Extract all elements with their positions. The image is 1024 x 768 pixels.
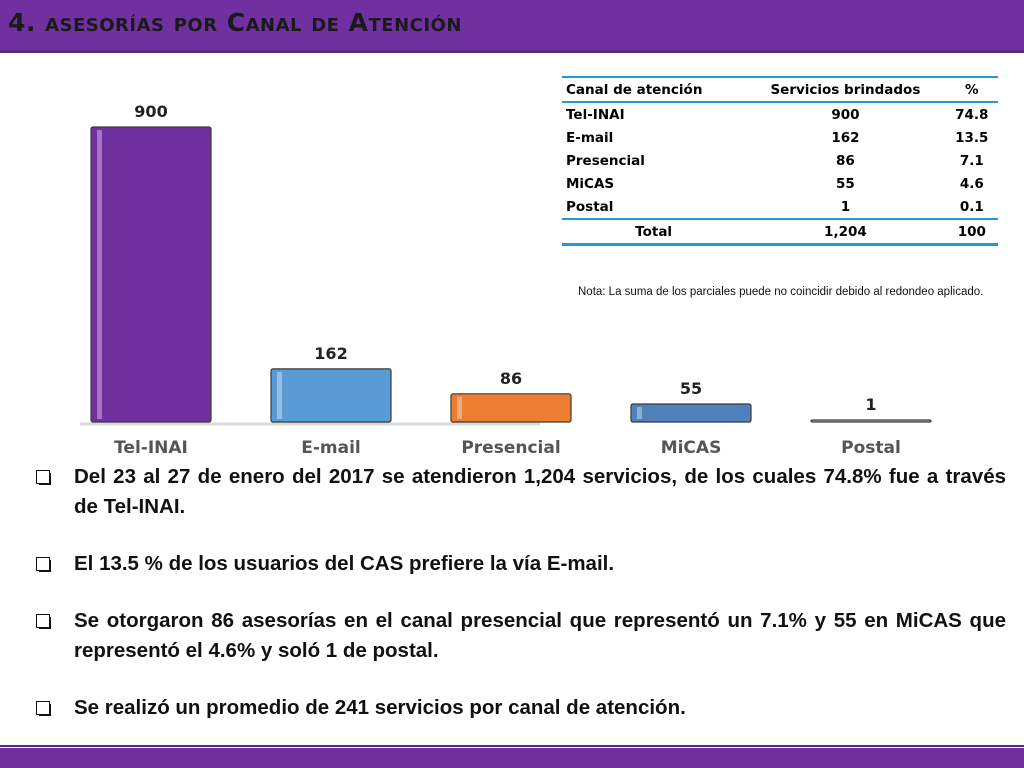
table-row: Postal 1 0.1	[562, 195, 998, 219]
category-label: Presencial	[461, 438, 560, 458]
category-label: Postal	[841, 438, 901, 458]
data-label: 1	[865, 395, 876, 414]
table-cell: 86	[836, 152, 855, 169]
bar-micas	[630, 403, 752, 423]
table-cell: 4.6	[959, 175, 984, 192]
bullet-text: El 13.5 % de los usuarios del CAS prefie…	[74, 552, 615, 575]
table-note: Nota: La suma de los parciales puede no …	[578, 286, 984, 298]
table-cell: Postal	[566, 198, 614, 215]
bar-highlight	[97, 130, 102, 419]
table-cell: 13.5	[955, 129, 989, 146]
data-label: 900	[134, 102, 167, 121]
bullet-item: El 13.5 % de los usuarios del CAS prefie…	[34, 549, 1006, 579]
checkbox-bullet-icon	[36, 470, 51, 485]
bar-highlight	[457, 396, 462, 419]
category-label: E-mail	[301, 438, 361, 458]
table-cell: Presencial	[566, 152, 645, 169]
page-title: 4. asesorías por Canal de Atención	[8, 8, 462, 37]
bullet-list: Del 23 al 27 de enero del 2017 se atendi…	[34, 462, 1006, 723]
table-header: Servicios brindados	[770, 81, 921, 98]
category-label: Tel-INAI	[114, 438, 188, 458]
services-table: Canal de atención Servicios brindados % …	[562, 76, 998, 246]
table-cell: Tel-INAI	[566, 106, 625, 123]
table-cell: MiCAS	[566, 175, 615, 192]
table-cell: 0.1	[959, 198, 984, 215]
table-cell: 100	[957, 223, 986, 240]
bar-tel-inai	[90, 126, 212, 423]
checkbox-bullet-icon	[36, 701, 51, 716]
table-header: %	[965, 81, 979, 98]
table-cell: 1,204	[824, 223, 867, 240]
table-cell: 55	[836, 175, 855, 192]
category-label: MiCAS	[661, 438, 722, 458]
title-bar: 4. asesorías por Canal de Atención	[0, 0, 1024, 50]
table-header: Canal de atención	[566, 81, 703, 98]
table-total-row: Total 1,204 100	[562, 219, 998, 245]
bullet-item: Se realizó un promedio de 241 servicios …	[34, 693, 1006, 723]
table-cell: 74.8	[955, 106, 989, 123]
table-header-row: Canal de atención Servicios brindados %	[562, 77, 998, 102]
table-cell: 162	[831, 129, 860, 146]
table-cell: 900	[831, 106, 860, 123]
footer-divider	[0, 745, 1024, 747]
footer-bar	[0, 748, 1024, 768]
table-cell: 7.1	[959, 152, 984, 169]
table-cell: E-mail	[566, 129, 614, 146]
data-label: 55	[680, 379, 702, 398]
data-label: 162	[314, 344, 347, 363]
bullet-text: Se otorgaron 86 asesorías en el canal pr…	[74, 609, 1006, 662]
bar-highlight	[637, 406, 642, 419]
table-row: Presencial 86 7.1	[562, 149, 998, 172]
bar-e-mail	[270, 368, 392, 423]
bullet-text: Se realizó un promedio de 241 servicios …	[74, 696, 686, 719]
data-label: 86	[500, 369, 522, 388]
title-divider	[0, 50, 1024, 53]
table-row: MiCAS 55 4.6	[562, 172, 998, 195]
checkbox-bullet-icon	[36, 614, 51, 629]
table-cell: 1	[840, 198, 851, 215]
bar-presencial	[450, 393, 572, 423]
bullet-item: Del 23 al 27 de enero del 2017 se atendi…	[34, 462, 1006, 522]
bar-postal	[810, 419, 932, 423]
table-row: E-mail 162 13.5	[562, 126, 998, 149]
table-row: Tel-INAI 900 74.8	[562, 102, 998, 126]
bar-highlight	[277, 371, 282, 419]
bar-chart: 900 Tel-INAI 162 E-mail 86 Presencial 55 MiCAS 1…	[80, 102, 932, 458]
bullet-text: Del 23 al 27 de enero del 2017 se atendi…	[74, 465, 1006, 518]
table-cell: Total	[635, 223, 673, 240]
checkbox-bullet-icon	[36, 557, 51, 572]
bullet-item: Se otorgaron 86 asesorías en el canal pr…	[34, 606, 1006, 666]
services-table-container: Canal de atención Servicios brindados % …	[562, 76, 998, 246]
